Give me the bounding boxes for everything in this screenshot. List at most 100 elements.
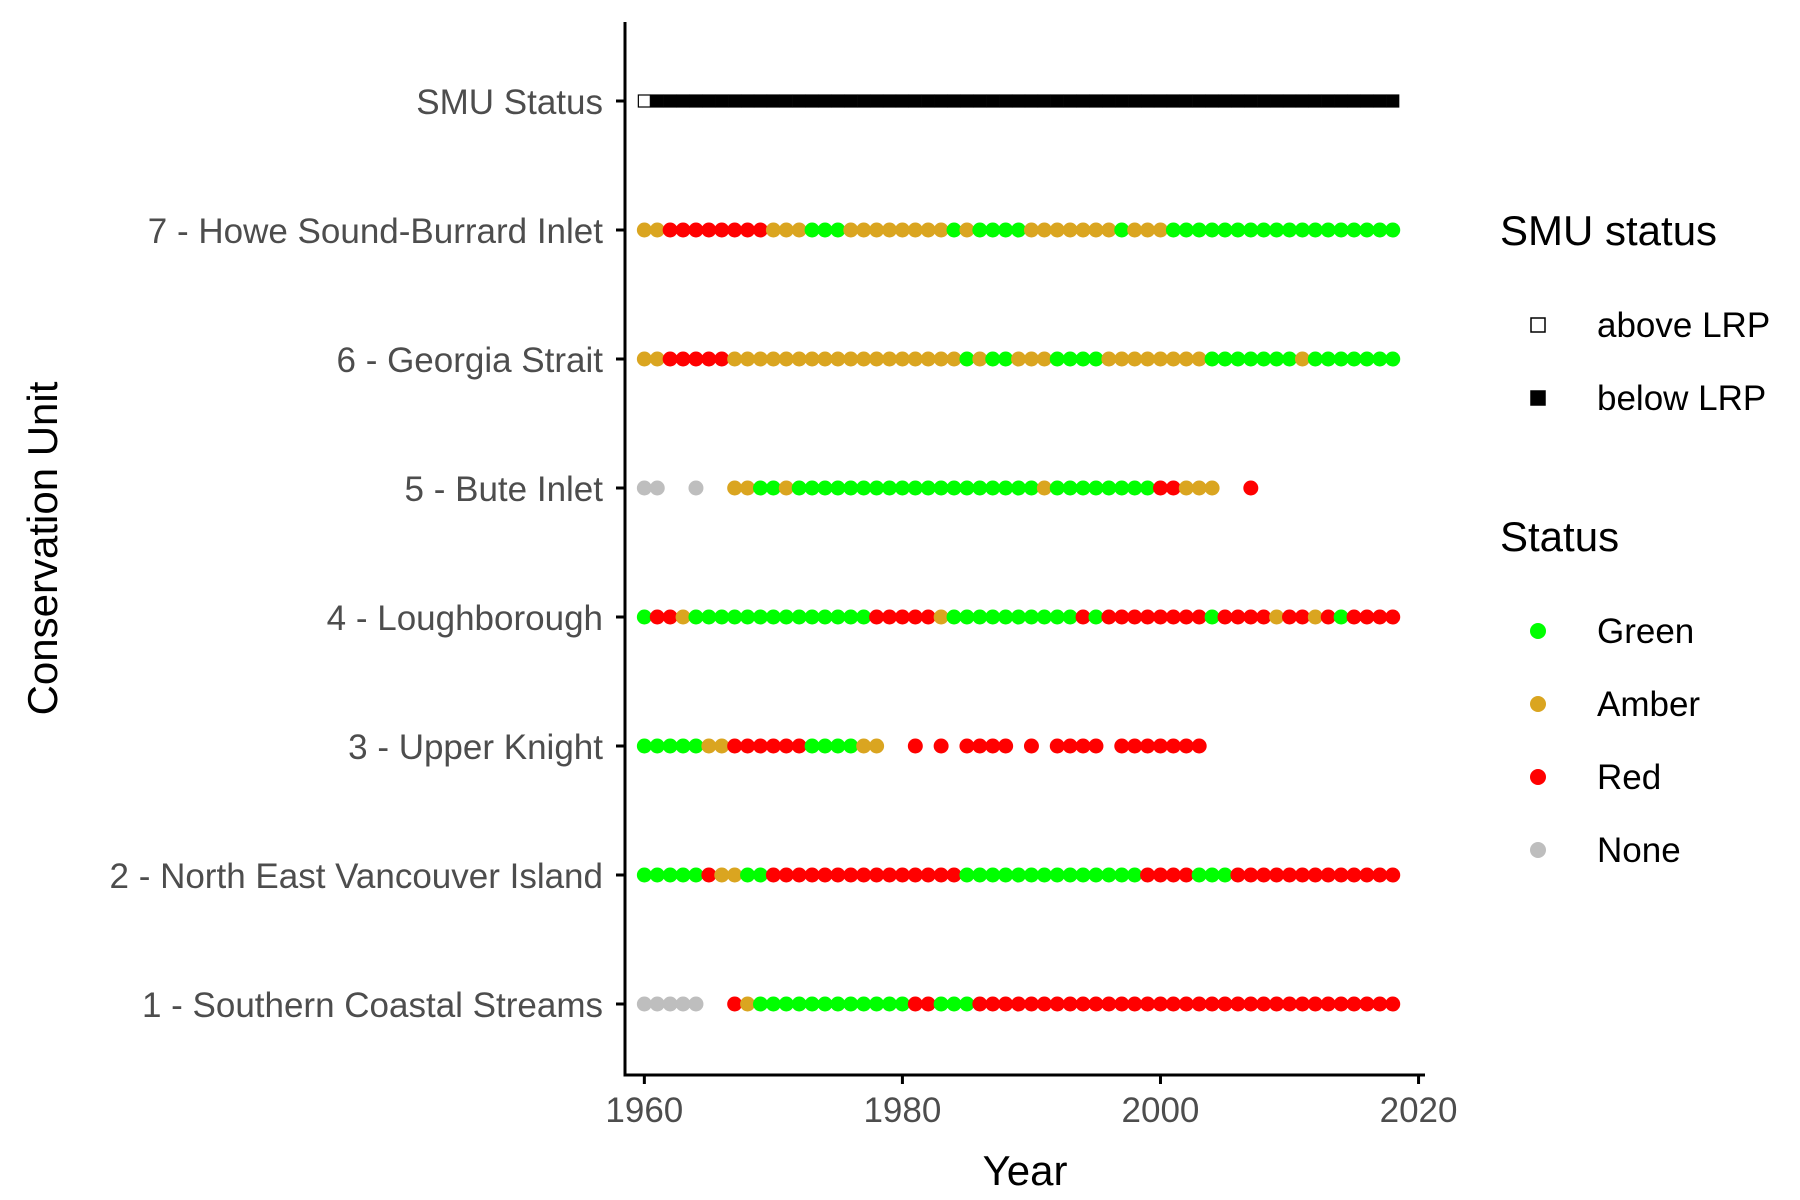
smu-point (1295, 94, 1310, 108)
status-point (972, 996, 988, 1012)
status-point (817, 738, 833, 754)
status-point (972, 867, 988, 883)
status-point (907, 867, 923, 883)
status-point (1178, 609, 1194, 625)
status-point (1049, 480, 1065, 496)
status-point (1088, 351, 1104, 367)
status-point (817, 609, 833, 625)
status-point (765, 222, 781, 238)
status-point (1230, 609, 1246, 625)
status-point (946, 222, 962, 238)
status-point (920, 996, 936, 1012)
status-point (1256, 867, 1272, 883)
status-point (1023, 996, 1039, 1012)
status-point (765, 609, 781, 625)
status-point (662, 222, 678, 238)
status-point (675, 609, 691, 625)
status-point (882, 867, 898, 883)
status-point (946, 609, 962, 625)
smu-point (1218, 94, 1232, 108)
status-point (1230, 996, 1246, 1012)
status-point (1152, 351, 1168, 367)
legend-key-above-lrp (1530, 317, 1546, 333)
smu-point (921, 94, 935, 108)
status-point (1191, 222, 1207, 238)
smu-point (999, 94, 1013, 108)
status-point (830, 351, 846, 367)
status-point (1088, 609, 1104, 625)
status-point (1359, 867, 1375, 883)
legend-label-above-lrp: above LRP (1597, 306, 1770, 345)
smu-point (1076, 94, 1090, 108)
status-point (649, 351, 665, 367)
status-point (882, 609, 898, 625)
status-point (1294, 222, 1310, 238)
legend-label-below-lrp: below LRP (1597, 379, 1766, 418)
status-point (1217, 351, 1233, 367)
status-point (856, 609, 872, 625)
status-point (752, 867, 768, 883)
status-point (946, 867, 962, 883)
status-point (933, 738, 949, 754)
status-point (1127, 222, 1143, 238)
status-point (946, 351, 962, 367)
status-point (1333, 222, 1349, 238)
smu-point (908, 94, 922, 108)
legend-key-green (1530, 623, 1546, 639)
status-point (649, 609, 665, 625)
status-point (1114, 222, 1130, 238)
status-point (869, 609, 885, 625)
status-point (765, 738, 781, 754)
status-point (804, 480, 820, 496)
status-point (1217, 222, 1233, 238)
status-point (1088, 867, 1104, 883)
status-point (804, 609, 820, 625)
status-point (1333, 996, 1349, 1012)
status-point (907, 480, 923, 496)
smu-point (1360, 94, 1374, 108)
x-axis-title: Year (983, 1147, 1068, 1194)
status-point (1023, 480, 1039, 496)
series-4-loughborough (636, 609, 1401, 625)
status-point (688, 351, 704, 367)
status-point (1036, 351, 1052, 367)
status-point (1359, 996, 1375, 1012)
status-point (727, 996, 743, 1012)
series-7-howe-sound-burrard-inlet (636, 222, 1401, 238)
smu-point (934, 94, 948, 108)
series-smu-status (637, 94, 1400, 108)
status-point (933, 351, 949, 367)
status-point (791, 609, 807, 625)
status-point (1011, 222, 1027, 238)
status-point (817, 222, 833, 238)
status-point (843, 480, 859, 496)
status-point (1075, 222, 1091, 238)
status-point (1127, 609, 1143, 625)
status-point (1165, 867, 1181, 883)
status-point (740, 996, 756, 1012)
status-point (920, 480, 936, 496)
y-tick-label-6-georgia-strait: 6 - Georgia Strait (337, 341, 604, 380)
status-point (1346, 996, 1362, 1012)
status-point (1217, 867, 1233, 883)
status-point (933, 222, 949, 238)
series-3-upper-knight (636, 738, 1207, 754)
status-point (1256, 351, 1272, 367)
y-tick-label-3-upper-knight: 3 - Upper Knight (348, 728, 603, 767)
axes (623, 22, 1425, 1077)
status-point (701, 609, 717, 625)
status-point (1152, 867, 1168, 883)
y-tick-label-2-north-east-vancouver-island: 2 - North East Vancouver Island (110, 857, 604, 896)
status-point (1062, 738, 1078, 754)
status-point (1152, 738, 1168, 754)
status-point (1165, 222, 1181, 238)
status-point (1217, 996, 1233, 1012)
status-point (882, 351, 898, 367)
status-point (920, 867, 936, 883)
status-point (636, 480, 652, 496)
status-point (894, 996, 910, 1012)
status-point (1372, 609, 1388, 625)
status-point (1204, 351, 1220, 367)
status-point (1230, 867, 1246, 883)
status-point (1152, 480, 1168, 496)
